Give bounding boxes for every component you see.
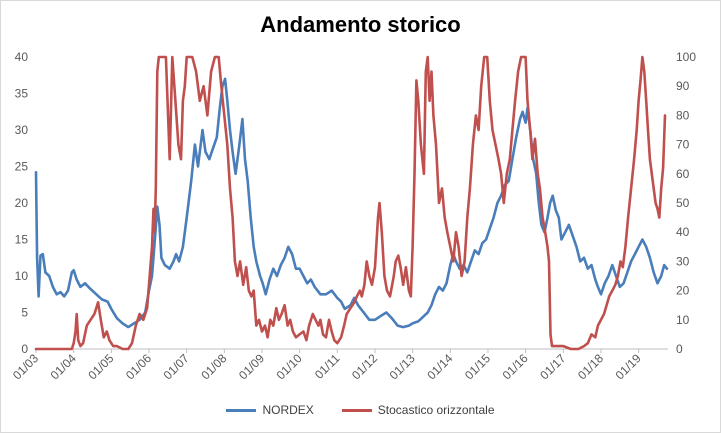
x-tick-label: 01/13	[387, 351, 418, 382]
y-left-tick-label: 0	[21, 342, 28, 356]
legend-item-nordex[interactable]: NORDEX	[226, 403, 314, 417]
x-tick-label: 01/06	[123, 351, 154, 382]
y-right-tick-label: 100	[676, 50, 696, 64]
legend-item-stocastico[interactable]: Stocastico orizzontale	[341, 403, 495, 417]
y-right-tick-label: 70	[676, 138, 690, 152]
y-right-tick-label: 30	[676, 254, 690, 268]
series-line-stocastico	[34, 55, 667, 351]
chart-legend: NORDEX Stocastico orizzontale	[0, 403, 721, 417]
y-left-tick-label: 35	[15, 87, 29, 101]
legend-swatch-stocastico	[341, 408, 372, 412]
y-left-tick-label: 15	[15, 233, 29, 247]
x-tick-label: 01/05	[85, 351, 116, 382]
y-left-tick-label: 25	[15, 160, 29, 174]
x-tick-label: 01/04	[48, 351, 79, 382]
series-line-nordex	[34, 77, 669, 329]
x-tick-label: 01/12	[349, 351, 380, 382]
legend-label-stocastico: Stocastico orizzontale	[377, 403, 495, 417]
x-tick-label: 01/07	[161, 351, 192, 382]
y-left-tick-label: 30	[15, 123, 29, 137]
y-right-tick-label: 0	[676, 342, 683, 356]
x-tick-label: 01/10	[274, 351, 305, 382]
y-right-tick-label: 50	[676, 196, 690, 210]
x-tick-label: 01/15	[462, 351, 493, 382]
x-tick-label: 01/09	[236, 351, 267, 382]
x-tick-label: 01/11	[312, 351, 343, 382]
legend-label-nordex: NORDEX	[262, 403, 314, 417]
y-right-tick-label: 10	[676, 313, 690, 327]
x-tick-label: 01/03	[10, 351, 41, 382]
y-left-tick-label: 10	[15, 269, 29, 283]
x-tick-label: 01/17	[537, 351, 568, 382]
y-right-tick-label: 60	[676, 167, 690, 181]
x-tick-label: 01/18	[575, 351, 606, 382]
x-tick-label: 01/16	[500, 351, 531, 382]
y-right-tick-label: 80	[676, 108, 690, 122]
legend-swatch-nordex	[226, 408, 257, 412]
y-left-tick-label: 40	[15, 50, 29, 64]
x-tick-label: 01/08	[198, 351, 229, 382]
y-left-tick-label: 5	[21, 306, 28, 320]
x-tick-label: 01/19	[613, 351, 644, 382]
y-left-tick-label: 20	[15, 196, 29, 210]
chart-title: Andamento storico	[260, 12, 461, 37]
y-right-tick-label: 40	[676, 225, 690, 239]
y-right-tick-label: 90	[676, 79, 690, 93]
x-tick-label: 01/14	[424, 351, 455, 382]
y-right-tick-label: 20	[676, 284, 690, 298]
